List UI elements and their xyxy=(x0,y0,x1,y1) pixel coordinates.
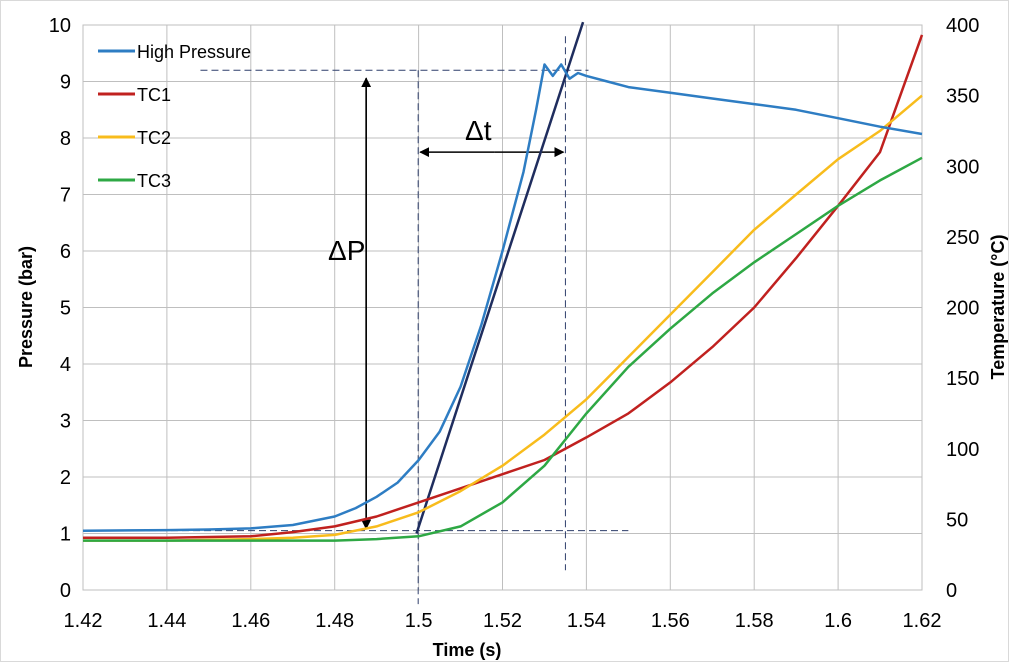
y-tick-label: 9 xyxy=(60,72,71,94)
y2-tick-label: 250 xyxy=(946,227,979,249)
y2-tick-label: 150 xyxy=(946,368,979,390)
series-line-tc1 xyxy=(83,34,924,539)
y-tick-label: 7 xyxy=(60,185,71,207)
y-tick-label: 8 xyxy=(60,128,71,150)
y-tick-label: 0 xyxy=(60,580,71,602)
x-tick-label: 1.44 xyxy=(147,610,186,632)
x-axis-ticks: 1.42 1.44 1.46 1.48 1.5 1.52 1.54 1.56 1.58 1.6 1.… xyxy=(64,610,942,632)
annotation-guides xyxy=(83,21,629,605)
x-tick-label: 1.42 xyxy=(64,610,103,632)
y2-tick-label: 200 xyxy=(946,298,979,320)
x-tick-label: 1.52 xyxy=(483,610,522,632)
y2-tick-label: 0 xyxy=(946,580,957,602)
x-tick-label: 1.48 xyxy=(315,610,354,632)
legend: High Pressure TC1 TC2 TC3 xyxy=(98,42,251,191)
legend-label: TC1 xyxy=(137,85,171,105)
legend-label: TC3 xyxy=(137,171,171,191)
y-tick-label: 6 xyxy=(60,241,71,263)
y2-tick-label: 350 xyxy=(946,86,979,108)
x-tick-label: 1.56 xyxy=(651,610,690,632)
delta-p-label: ΔP xyxy=(328,235,365,266)
y-tick-label: 3 xyxy=(60,411,71,433)
x-tick-label: 1.54 xyxy=(567,610,606,632)
series-line-high-pressure xyxy=(82,63,923,532)
series-line-tc2 xyxy=(83,94,923,542)
series-lines xyxy=(82,34,924,542)
y-tick-label: 2 xyxy=(60,467,71,489)
x-tick-label: 1.5 xyxy=(405,610,433,632)
x-tick-label: 1.58 xyxy=(735,610,774,632)
rise-rate-tangent-line xyxy=(415,21,585,534)
y2-tick-label: 300 xyxy=(946,156,979,178)
legend-label: High Pressure xyxy=(137,42,251,62)
delta-t-label: Δt xyxy=(465,115,492,146)
y2-axis-ticks: 0 50 100 150 200 250 300 350 400 xyxy=(946,15,979,602)
gridlines xyxy=(82,24,923,591)
x-tick-label: 1.6 xyxy=(824,610,852,632)
y-axis-title: Pressure (bar) xyxy=(16,246,36,368)
y2-tick-label: 400 xyxy=(946,15,979,37)
x-tick-label: 1.46 xyxy=(231,610,270,632)
legend-label: TC2 xyxy=(137,128,171,148)
x-tick-label: 1.62 xyxy=(903,610,942,632)
y-axis-ticks: 0 1 2 3 4 5 6 7 8 9 10 xyxy=(49,15,71,602)
x-axis-title: Time (s) xyxy=(433,640,502,660)
series-line-tc3 xyxy=(83,156,923,542)
y2-tick-label: 100 xyxy=(946,439,979,461)
y-tick-label: 1 xyxy=(60,524,71,546)
y-tick-label: 10 xyxy=(49,15,71,37)
y-tick-label: 4 xyxy=(60,354,71,376)
y2-tick-label: 50 xyxy=(946,509,968,531)
y-tick-label: 5 xyxy=(60,298,71,320)
y2-axis-title: Temperature (°C) xyxy=(988,235,1008,380)
